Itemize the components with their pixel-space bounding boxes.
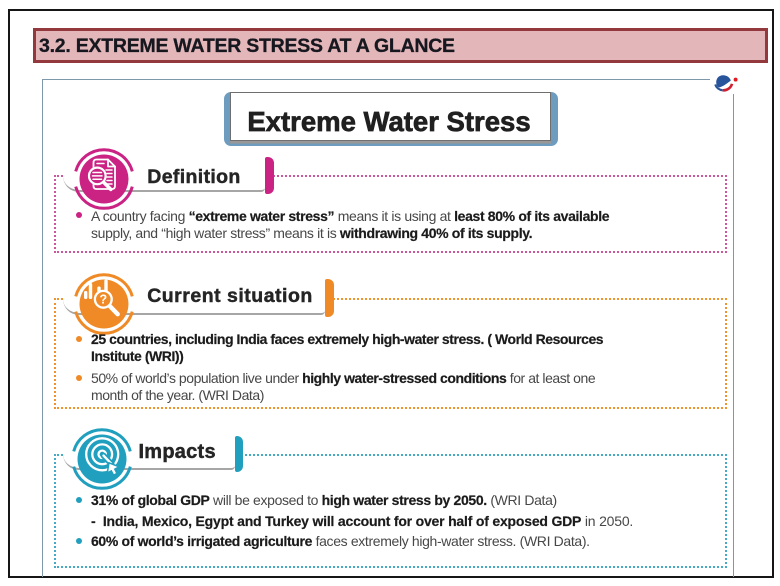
svg-text:?: ? (99, 292, 107, 306)
